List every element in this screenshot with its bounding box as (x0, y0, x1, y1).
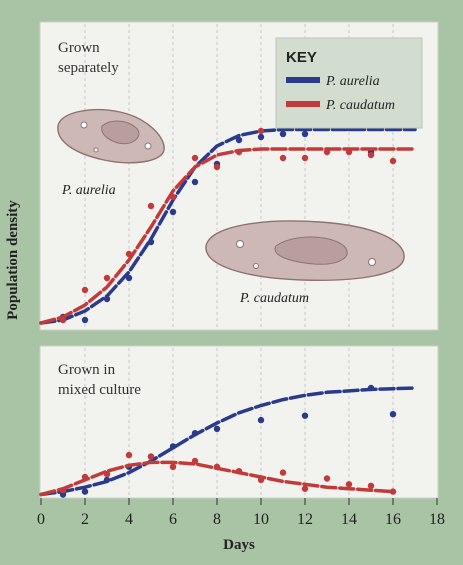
bot-point-paurelia-6 (191, 430, 199, 437)
bot-point-paurelia-11 (389, 411, 397, 418)
legend: KEY P. aurelia P. caudatum (275, 37, 423, 129)
bot-point-paurelia-8 (257, 416, 265, 424)
bottom-grid (84, 348, 394, 498)
top-point-pcaudatum-4 (147, 202, 155, 210)
bot-point-paurelia-2 (103, 476, 111, 484)
bot-point-pcaudatum-8 (235, 468, 243, 475)
top-panel-label-line2: separately (58, 60, 119, 76)
top-point-pcaudatum-9 (257, 127, 265, 135)
top-point-paurelia-10 (279, 130, 287, 138)
bot-point-paurelia-9 (301, 412, 309, 419)
legend-entry-aurelia: P. aurelia (325, 74, 380, 89)
legend-title: KEY (286, 49, 317, 66)
x-tick-label-2: 2 (81, 511, 89, 528)
x-axis-title: Days (223, 537, 255, 553)
top-point-pcaudatum-0 (59, 316, 67, 324)
x-tick-label-14: 14 (341, 511, 357, 528)
bot-point-pcaudatum-7 (213, 463, 221, 470)
x-tick-label-18: 18 (429, 511, 445, 528)
top-point-pcaudatum-1 (81, 286, 89, 294)
bottom-plot (39, 384, 417, 498)
x-tick-label-8: 8 (213, 511, 221, 528)
top-point-pcaudatum-10 (279, 154, 287, 162)
species-label-aurelia: P. aurelia (61, 183, 116, 198)
top-point-paurelia-2 (103, 295, 111, 303)
y-axis-title: Population density (5, 200, 21, 320)
x-tick-label-12: 12 (297, 511, 313, 528)
bot-point-pcaudatum-3 (125, 451, 133, 459)
x-tick-label-16: 16 (385, 511, 401, 528)
top-point-paurelia-11 (301, 130, 309, 138)
top-point-pcaudatum-11 (301, 154, 309, 162)
bottom-panel-label-line1: Grown in (58, 362, 116, 378)
bot-point-pcaudatum-1 (81, 473, 89, 481)
paramecium-aurelia-illustration (57, 109, 165, 164)
x-axis: 0 2 4 6 8 10 12 14 16 18 (37, 498, 445, 528)
bot-point-pcaudatum-12 (323, 475, 331, 482)
top-point-pcaudatum-5 (169, 193, 177, 201)
bot-point-pcaudatum-0 (59, 487, 67, 494)
top-point-pcaudatum-7 (213, 163, 221, 171)
top-point-pcaudatum-15 (389, 157, 397, 165)
top-curve-pcaudatum (39, 147, 417, 325)
bot-point-pcaudatum-5 (169, 463, 177, 470)
top-point-paurelia-3 (125, 274, 133, 282)
bot-point-pcaudatum-11 (301, 485, 309, 492)
bot-point-pcaudatum-15 (389, 488, 397, 495)
top-point-paurelia-6 (191, 178, 199, 186)
paramecium-caudatum-illustration (205, 220, 405, 281)
x-tick-label-6: 6 (169, 511, 177, 528)
top-point-pcaudatum-14 (367, 151, 375, 159)
top-point-pcaudatum-3 (125, 250, 133, 258)
bot-point-pcaudatum-4 (147, 453, 155, 460)
bot-point-paurelia-1 (81, 488, 89, 495)
top-point-pcaudatum-13 (345, 148, 353, 156)
bot-point-pcaudatum-13 (345, 481, 353, 488)
top-point-paurelia-8 (235, 136, 243, 144)
bot-point-pcaudatum-6 (191, 457, 199, 465)
bot-point-pcaudatum-9 (257, 476, 265, 484)
top-point-pcaudatum-2 (103, 274, 111, 282)
x-tick-label-4: 4 (125, 511, 133, 528)
bot-point-pcaudatum-10 (279, 469, 287, 476)
x-tick-label-10: 10 (253, 511, 269, 528)
bot-point-pcaudatum-14 (367, 482, 375, 489)
bot-point-pcaudatum-2 (103, 470, 111, 478)
top-point-pcaudatum-12 (323, 148, 331, 156)
top-panel-label-line1: Grown (58, 40, 100, 56)
top-plot (39, 112, 417, 325)
bot-point-paurelia-10 (367, 384, 375, 392)
top-point-paurelia-1 (81, 316, 89, 324)
top-point-pcaudatum-8 (235, 148, 243, 156)
top-curve-paurelia (39, 127, 417, 325)
legend-entry-caudatum: P. caudatum (325, 98, 395, 113)
x-tick-label-0: 0 (37, 511, 45, 528)
bottom-panel-label-line2: mixed culture (58, 382, 141, 398)
top-point-paurelia-9 (257, 133, 265, 141)
top-point-paurelia-5 (169, 208, 177, 216)
bot-point-paurelia-7 (213, 425, 221, 432)
species-label-caudatum: P. caudatum (239, 291, 309, 306)
top-point-paurelia-4 (147, 238, 155, 246)
bot-point-paurelia-5 (169, 443, 177, 450)
top-point-pcaudatum-6 (191, 154, 199, 162)
bot-curve-paurelia (39, 386, 417, 497)
